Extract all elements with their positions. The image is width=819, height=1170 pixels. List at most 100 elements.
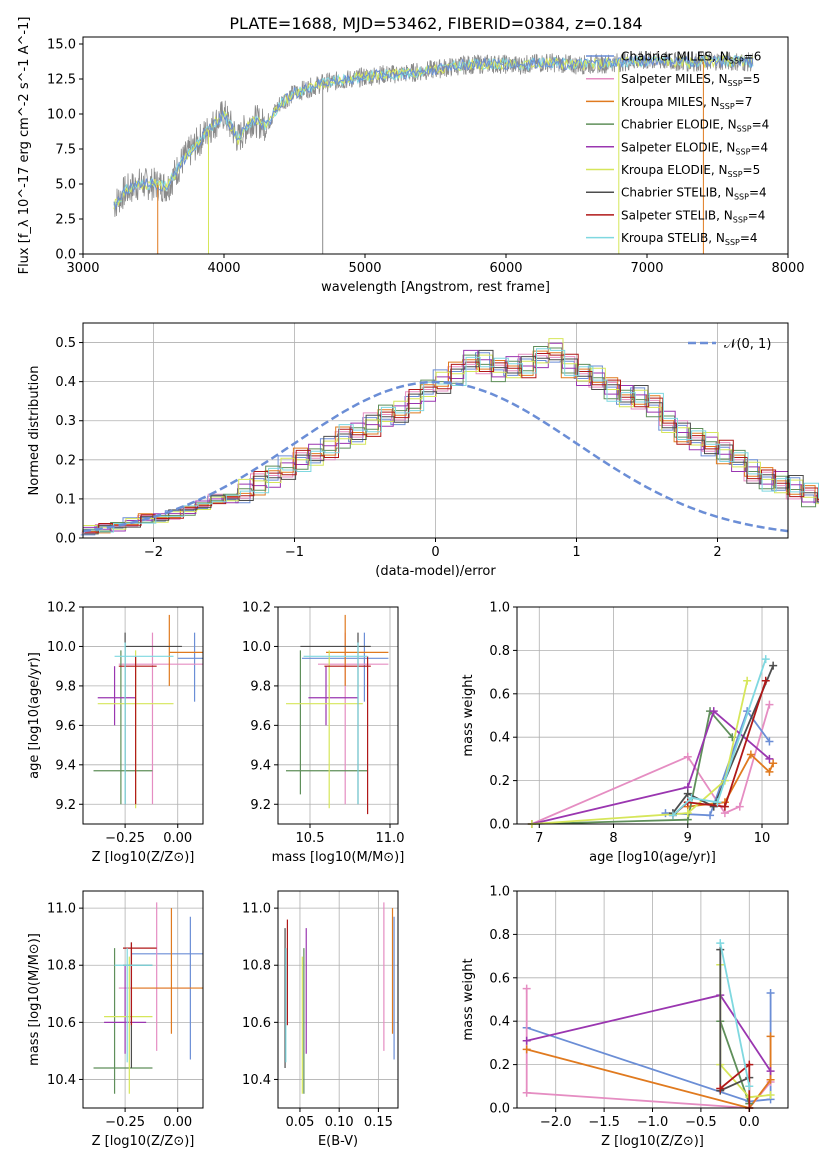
x-tick-label: −1.0 bbox=[637, 1115, 669, 1130]
weight-line-kroupa_stelib bbox=[672, 658, 767, 816]
weight-line-kroupa_miles bbox=[526, 1036, 772, 1110]
mass_vs_ebv-panel: 0.05 0.10 0.15 10.4 10.6 10.8 11.0 E(B-V) bbox=[242, 890, 399, 1149]
weight-point-salpeter_stelib bbox=[761, 676, 770, 685]
weight-point-salpeter_stelib bbox=[745, 1060, 754, 1069]
axes-frame bbox=[82, 606, 204, 825]
weight_vs_age-plot-area bbox=[527, 655, 778, 828]
weight_vs_Z-plot-area bbox=[522, 939, 775, 1112]
residual-histogram-chabrier_stelib bbox=[84, 349, 819, 535]
legend-label: Salpeter ELODIE, NSSP=4 bbox=[621, 140, 768, 156]
spectrum-legend: Chabrier MILES, NSSP=6 Salpeter MILES, NS… bbox=[586, 50, 769, 247]
y-tick-label: 0.0 bbox=[55, 248, 76, 263]
residual-histogram-salpeter_miles bbox=[81, 353, 819, 534]
legend-label: Kroupa ELODIE, NSSP=5 bbox=[621, 163, 760, 179]
weight-point-kroupa_miles bbox=[746, 750, 755, 759]
y-tick-label: 1.0 bbox=[489, 885, 510, 900]
weight-point-chabrier_miles bbox=[661, 809, 670, 818]
x-axis-label: age [log10(age/yr)] bbox=[589, 850, 716, 865]
legend-label: Kroupa MILES, NSSP=7 bbox=[621, 95, 752, 111]
y-axis-label: mass weight bbox=[461, 674, 476, 756]
age_vs_mass-panel: 10.5 11.0 9.2 9.4 9.6 9.8 10.0 10.2 mass [log10(… bbox=[242, 601, 404, 866]
axes-frame bbox=[516, 606, 789, 825]
weight-point-kroupa_miles bbox=[522, 1045, 531, 1054]
weight-point-chabrier_miles bbox=[765, 737, 774, 746]
residual-histogram-kroupa_stelib bbox=[85, 348, 819, 533]
y-tick-label: 7.5 bbox=[55, 143, 76, 158]
y-tick-label: 9.2 bbox=[55, 798, 76, 813]
y-tick-label: 9.2 bbox=[250, 798, 271, 813]
x-axis-label: (data-model)/error bbox=[375, 564, 496, 579]
weight-point-chabrier_stelib bbox=[769, 661, 778, 670]
weight-point-kroupa_stelib bbox=[668, 811, 677, 820]
chart-layer: 3000 4000 5000 6000 7000 80000.02.55.07.510.0… bbox=[17, 17, 819, 1149]
y-tick-label: 0.2 bbox=[489, 1058, 510, 1073]
legend-label: Salpeter STELIB, NSSP=4 bbox=[621, 208, 765, 224]
y-tick-label: 0.0 bbox=[55, 532, 76, 547]
x-axis-label: E(B-V) bbox=[318, 1134, 358, 1149]
x-tick-label: −2.0 bbox=[540, 1115, 572, 1130]
x-tick-label: −0.5 bbox=[685, 1115, 717, 1130]
x-tick-label: −2 bbox=[144, 545, 163, 560]
x-tick-label: 5000 bbox=[348, 261, 381, 276]
y-tick-label: 10.0 bbox=[47, 640, 76, 655]
legend-label: Chabrier ELODIE, NSSP=4 bbox=[621, 118, 769, 134]
y-tick-label: 5.0 bbox=[55, 178, 76, 193]
y-tick-label: 11.0 bbox=[242, 902, 271, 917]
y-tick-label: 0.4 bbox=[55, 375, 76, 390]
mass_vs_Z-panel: −0.25 0.00 10.4 10.6 10.8 11.0 Z [log10(Z/Z⊙)]… bbox=[27, 890, 204, 1149]
x-tick-label: 10.5 bbox=[296, 831, 325, 846]
y-tick-label: 10.0 bbox=[242, 640, 271, 655]
x-tick-label: 0 bbox=[431, 545, 439, 560]
weight-point-kroupa_elodie bbox=[743, 676, 752, 685]
residual-histogram-chabrier_elodie bbox=[82, 346, 819, 532]
x-tick-label: 4000 bbox=[207, 261, 240, 276]
x-tick-label: 8000 bbox=[771, 261, 804, 276]
weight-point-kroupa_miles bbox=[766, 1075, 775, 1084]
y-axis-label: age [log10(age/yr)] bbox=[27, 652, 42, 779]
residuals-panel: −2 −1 0 1 2 0.0 0.1 0.2 0.3 0.4 0.5 (data-model)/er… bbox=[27, 322, 819, 579]
x-tick-label: 7000 bbox=[630, 261, 663, 276]
weight-point-chabrier_stelib bbox=[683, 789, 692, 798]
y-tick-label: 12.5 bbox=[47, 73, 76, 88]
x-tick-label: 3000 bbox=[66, 261, 99, 276]
x-tick-label: 9 bbox=[684, 831, 692, 846]
normal-curve-line bbox=[82, 380, 789, 533]
residuals-plot-area bbox=[80, 338, 819, 536]
weight-point-salpeter_stelib bbox=[716, 1084, 725, 1093]
residual-histogram-salpeter_stelib bbox=[84, 353, 819, 533]
y-tick-label: 9.6 bbox=[55, 719, 76, 734]
x-tick-label: 6000 bbox=[489, 261, 522, 276]
model-spectrum-chabrier_miles bbox=[113, 54, 754, 211]
weight-point-kroupa_miles bbox=[769, 759, 778, 768]
age_vs_mass-plot-area bbox=[286, 614, 389, 815]
weight-point-kroupa_stelib bbox=[687, 793, 696, 802]
weight-point-salpeter_elodie bbox=[766, 1067, 775, 1076]
weight-point-kroupa_elodie bbox=[683, 809, 692, 818]
y-tick-label: 10.4 bbox=[47, 1073, 76, 1088]
mass_vs_ebv-plot-area bbox=[284, 902, 395, 1094]
y-tick-label: 10.2 bbox=[242, 601, 271, 616]
axes-frame bbox=[277, 890, 399, 1109]
y-tick-label: 10.6 bbox=[242, 1016, 271, 1031]
x-tick-label: 0.0 bbox=[739, 1115, 760, 1130]
x-tick-label: −1 bbox=[285, 545, 304, 560]
x-tick-label: 0.00 bbox=[163, 831, 192, 846]
age_vs_Z-panel: −0.25 0.00 9.2 9.4 9.6 9.8 10.0 10.2 Z [log10(Z/… bbox=[27, 601, 204, 865]
weight_vs_Z-panel: −2.0 −1.5 −1.0 −0.5 0.0 0.0 0.2 0.4 0.6 0.8 1.0 Z [… bbox=[461, 885, 789, 1149]
y-tick-label: 0.5 bbox=[55, 336, 76, 351]
y-tick-label: 0.0 bbox=[489, 818, 510, 833]
age_vs_Z-plot-area bbox=[93, 614, 203, 809]
y-tick-label: 0.4 bbox=[489, 731, 510, 746]
x-tick-label: −0.25 bbox=[105, 831, 145, 846]
figure-title: PLATE=1688, MJD=53462, FIBERID=0384, z=0… bbox=[229, 14, 642, 33]
axes-frame bbox=[82, 890, 204, 1109]
x-tick-label: 10 bbox=[754, 831, 771, 846]
y-axis-label: mass weight bbox=[461, 958, 476, 1040]
y-tick-label: 1.0 bbox=[489, 601, 510, 616]
y-axis-label: mass [log10(M/M⊙)] bbox=[27, 933, 42, 1066]
y-tick-label: 10.4 bbox=[242, 1073, 271, 1088]
x-axis-label: wavelength [Angstrom, rest frame] bbox=[321, 280, 550, 295]
weight-point-salpeter_miles bbox=[735, 802, 744, 811]
weight-point-kroupa_miles bbox=[765, 767, 774, 776]
x-axis-label: Z [log10(Z/Z⊙)] bbox=[92, 850, 195, 865]
